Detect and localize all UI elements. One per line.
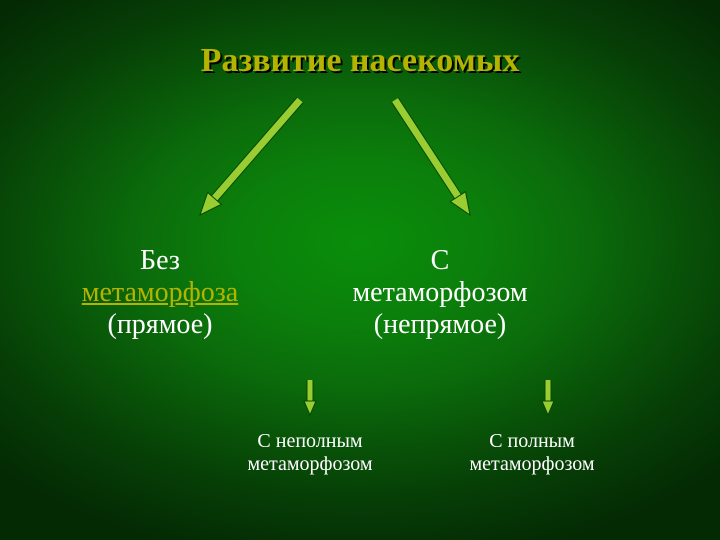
arrow-sub-right	[0, 0, 720, 540]
